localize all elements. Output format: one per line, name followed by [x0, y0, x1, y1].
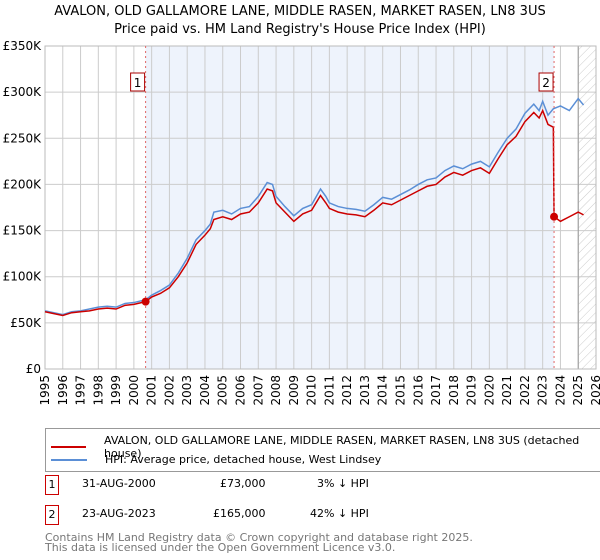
x-tick-label: 2010	[305, 375, 319, 406]
x-tick-label: 2001	[145, 375, 159, 406]
sale-price: £73,000	[220, 477, 266, 490]
x-tick-label: 2023	[536, 375, 550, 406]
y-tick-label: £50K	[10, 316, 42, 330]
x-tick-label: 1999	[109, 375, 123, 406]
x-tick-label: 2017	[429, 375, 443, 406]
legend-hpi: HPI: Average price, detached house, West…	[105, 453, 382, 466]
forecast-hatch	[578, 46, 596, 369]
x-tick-label: 2007	[251, 375, 265, 406]
ownership-shade	[145, 46, 555, 369]
x-tick-label: 2020	[482, 375, 496, 406]
x-tick-label: 2024	[553, 375, 567, 406]
chart-subtitle: Price paid vs. HM Land Registry's House …	[114, 22, 486, 37]
sale-marker: 2	[45, 505, 59, 525]
x-tick-label: 2009	[287, 375, 301, 406]
sale-annotation-box	[538, 72, 554, 92]
sale-date: 23-AUG-2023	[82, 507, 156, 520]
footer-line2: This data is licensed under the Open Gov…	[45, 541, 396, 554]
sale-point	[550, 212, 559, 221]
legend-red-line	[51, 446, 87, 448]
y-tick-label: £0	[26, 362, 41, 376]
sale-annotation-label: 2	[542, 76, 550, 90]
sale-annotation-box	[130, 72, 146, 92]
sale-marker: 1	[45, 475, 59, 495]
y-tick-label: £200K	[3, 177, 43, 191]
x-tick-label: 2012	[340, 375, 354, 406]
y-tick-label: £350K	[3, 39, 43, 53]
x-tick-label: 2003	[180, 375, 194, 406]
legend-blue-line	[51, 458, 87, 461]
x-tick-label: 2004	[198, 375, 212, 406]
footer: Contains HM Land Registry data © Crown c…	[45, 531, 473, 554]
x-tick-label: 2014	[376, 375, 390, 406]
legend: AVALON, OLD GALLAMORE LANE, MIDDLE RASEN…	[45, 428, 600, 472]
sale-annotation-label: 1	[134, 76, 142, 90]
x-tick-label: 2016	[411, 375, 425, 406]
x-tick-label: 2013	[358, 375, 372, 406]
x-tick-label: 1995	[38, 375, 52, 406]
plot-border	[44, 45, 597, 370]
x-tick-label: 1997	[74, 375, 88, 406]
x-tick-label: 2021	[500, 375, 514, 406]
y-tick-label: £300K	[3, 85, 43, 99]
sale-hpi: 42% ↓ HPI	[310, 507, 369, 520]
x-tick-label: 2006	[234, 375, 248, 406]
x-tick-label: 2018	[447, 375, 461, 406]
footer-line1: Contains HM Land Registry data © Crown c…	[45, 531, 473, 544]
x-tick-label: 2019	[465, 375, 479, 406]
y-tick-label: £150K	[3, 224, 43, 238]
chart-title: AVALON, OLD GALLAMORE LANE, MIDDLE RASEN…	[54, 4, 546, 19]
x-tick-label: 2008	[269, 375, 283, 406]
sale-price: £165,000	[213, 507, 266, 520]
price-chart: £0 £50K £100K £150K £200K £250K £300K £350K 1995…	[3, 39, 600, 406]
x-tick-label: 2026	[589, 375, 600, 406]
x-tick-label: 1998	[91, 375, 105, 406]
legend-property: AVALON, OLD GALLAMORE LANE, MIDDLE RASEN…	[104, 434, 580, 460]
y-tick-label: £100K	[3, 270, 43, 284]
y-tick-label: £250K	[3, 131, 43, 145]
x-tick-label: 2022	[518, 375, 532, 406]
sale-date: 31-AUG-2000	[82, 477, 156, 490]
x-tick-label: 2015	[393, 375, 407, 406]
x-tick-label: 2025	[571, 375, 585, 406]
x-tick-label: 1996	[56, 375, 70, 406]
x-tick-label: 2000	[127, 375, 141, 406]
x-tick-label: 2011	[322, 375, 336, 406]
x-tick-label: 2002	[162, 375, 176, 406]
sale-point	[141, 297, 150, 306]
sale-hpi: 3% ↓ HPI	[317, 477, 369, 490]
x-tick-label: 2005	[216, 375, 230, 406]
